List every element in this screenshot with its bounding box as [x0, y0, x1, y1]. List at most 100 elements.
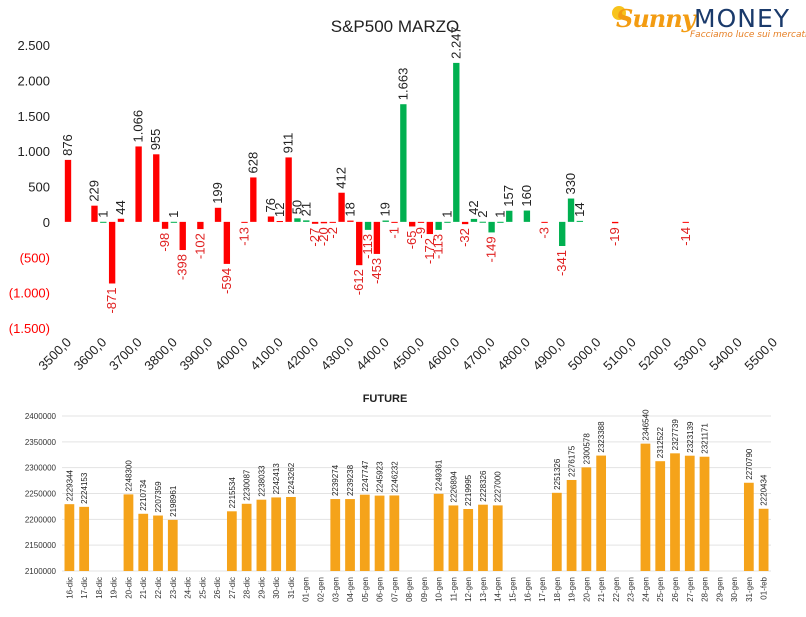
- gridlines-group: [62, 415, 771, 572]
- x-tick-label: 25-dic: [198, 577, 207, 599]
- bar: [345, 499, 355, 571]
- bar: [359, 494, 370, 571]
- x-tick-label: 28-dic: [243, 577, 252, 599]
- data-label: 1: [439, 211, 454, 218]
- x-tick-label: 5400,0: [706, 335, 745, 374]
- data-label: 2228326: [479, 470, 488, 502]
- bar: [373, 221, 381, 254]
- x-tick-label: 22-gen: [612, 577, 621, 602]
- y-tick-label: (1.500): [9, 321, 50, 336]
- bar: [338, 192, 345, 222]
- bar: [492, 505, 503, 571]
- data-label: 2323388: [597, 421, 606, 453]
- data-label: 2323139: [686, 421, 695, 453]
- x-tick-label: 21-dic: [139, 577, 148, 599]
- x-tick-label: 25-gen: [656, 577, 665, 602]
- bar: [655, 461, 666, 571]
- x-tick-label: 24-dic: [184, 577, 193, 599]
- bar: [758, 508, 769, 571]
- x-tick-label: 30-gen: [730, 577, 739, 602]
- bar: [566, 479, 577, 571]
- data-label: 2300578: [582, 433, 591, 465]
- data-label: -398: [175, 254, 190, 280]
- logo-money-text: MONEY: [694, 4, 791, 33]
- data-label: 2238033: [257, 465, 266, 497]
- bar: [463, 509, 474, 571]
- y-tick-label: 2100000: [25, 567, 57, 576]
- bar: [329, 221, 336, 223]
- bar: [138, 513, 149, 571]
- bar: [581, 467, 592, 571]
- bar: [506, 210, 513, 222]
- bar: [682, 221, 689, 223]
- x-tick-label: 02-gen: [316, 577, 325, 602]
- data-label: 2346540: [641, 409, 650, 441]
- bar: [135, 146, 142, 222]
- x-tick-label: 04-gen: [346, 577, 355, 602]
- data-label: -113: [431, 234, 446, 259]
- bar: [108, 221, 116, 284]
- x-tick-label: 28-gen: [701, 577, 710, 602]
- data-label: 18: [342, 202, 357, 216]
- data-label: -453: [369, 258, 384, 284]
- x-tick-label: 5300,0: [671, 335, 710, 374]
- bar: [559, 221, 566, 247]
- x-tick-label: 21-gen: [597, 577, 606, 602]
- bar: [311, 221, 319, 224]
- bar: [567, 198, 575, 222]
- x-tick-label: 01-feb: [760, 576, 769, 599]
- x-tick-label: 09-gen: [420, 577, 429, 602]
- x-tick-label: 20-dic: [124, 577, 133, 599]
- x-tick-label: 26-gen: [671, 577, 680, 602]
- x-tick-label: 19-dic: [110, 577, 119, 599]
- x-tick-label: 13-gen: [479, 577, 488, 602]
- y-tick-label: 500: [28, 180, 50, 195]
- bar: [389, 495, 400, 571]
- bar: [356, 221, 363, 266]
- data-label: -341: [554, 250, 569, 276]
- bar: [576, 220, 584, 222]
- x-tick-label: 15-gen: [509, 577, 518, 602]
- bar: [161, 221, 169, 229]
- data-label: 1.663: [395, 68, 410, 101]
- x-tick-label: 29-gen: [715, 577, 724, 602]
- bar: [241, 221, 248, 223]
- data-label: 2246232: [390, 461, 399, 493]
- y-tick-label: 2400000: [25, 412, 57, 421]
- x-tick-label: 06-gen: [376, 577, 385, 602]
- bar: [461, 221, 469, 225]
- y-tick-label: (500): [20, 250, 50, 265]
- bar: [433, 493, 444, 571]
- x-tick-label: 20-gen: [582, 577, 591, 602]
- data-label: 21: [298, 202, 313, 216]
- x-tick-label: 19-gen: [568, 577, 577, 602]
- data-label: 2312522: [656, 427, 665, 459]
- bar: [347, 220, 354, 222]
- data-label: 876: [60, 134, 75, 156]
- bar: [197, 221, 204, 230]
- data-label: -1: [387, 227, 402, 239]
- bar: [286, 496, 296, 571]
- data-label: 1: [95, 211, 110, 218]
- data-label: -2: [325, 227, 340, 239]
- data-label: 2245923: [376, 461, 385, 493]
- data-labels-group: 876 229 1 -871 44 1.066 955 -98 1 -398-102 199 -594…: [60, 26, 693, 313]
- sp500-chart: S&P500 MARZO 2.500 2.000 1.500 1.000 500 0 (50…: [9, 17, 780, 373]
- x-tick-label: 11-gen: [449, 577, 458, 601]
- bar: [153, 154, 160, 222]
- bar: [684, 455, 695, 571]
- bar: [479, 221, 486, 223]
- bar: [167, 519, 178, 571]
- bar: [541, 221, 548, 223]
- data-label: -98: [157, 233, 172, 252]
- x-tick-label: 30-dic: [272, 577, 281, 599]
- bar: [523, 210, 531, 222]
- x-tick-label: 3900,0: [177, 335, 216, 374]
- bar: [267, 216, 275, 222]
- x-tick-label: 4700,0: [459, 335, 498, 374]
- x-tick-label: 4100,0: [247, 335, 286, 374]
- logo-sunny-text: Sunny: [616, 4, 696, 33]
- bar: [256, 499, 267, 571]
- data-label: -9: [413, 227, 428, 239]
- x-tick-label: 31-dic: [287, 577, 296, 599]
